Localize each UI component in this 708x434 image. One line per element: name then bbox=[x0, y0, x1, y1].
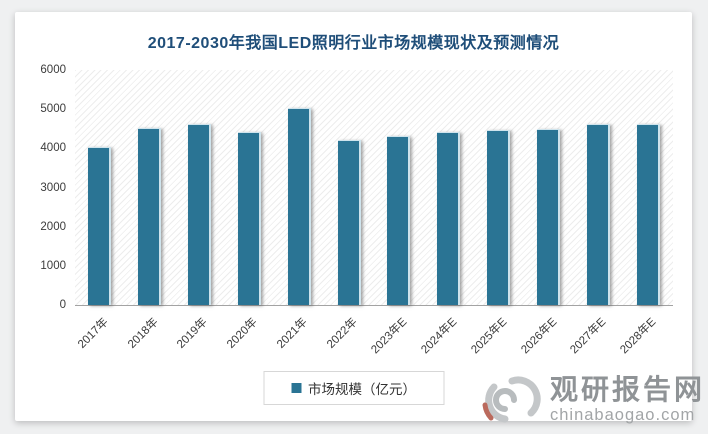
x-tick-label: 2023年E bbox=[369, 316, 410, 357]
legend-swatch-icon bbox=[291, 383, 301, 393]
chart-card: 2017-2030年我国LED照明行业市场规模现状及预测情况 0 1000 2000… bbox=[15, 12, 692, 421]
bar-slot: 2020年 bbox=[224, 70, 274, 351]
bar-2022年 bbox=[337, 139, 361, 305]
bar-2023年E bbox=[387, 135, 411, 305]
x-tick-label: 2028年E bbox=[618, 316, 659, 357]
y-tick-label: 0 bbox=[59, 299, 66, 311]
y-tick-label: 1000 bbox=[40, 259, 66, 272]
bar-2025年E bbox=[487, 129, 511, 305]
x-tick-label: 2019年 bbox=[175, 316, 211, 351]
x-tick-label: 2021年 bbox=[275, 316, 310, 351]
y-tick-label: 6000 bbox=[40, 64, 66, 76]
bar-slot: 2025年E bbox=[469, 70, 524, 356]
bar-2019年 bbox=[188, 123, 212, 305]
bar-slot: 2022年 bbox=[324, 70, 374, 351]
bar-slot: 2023年E bbox=[369, 70, 424, 356]
bar-2028年E bbox=[636, 123, 660, 305]
x-tick-label: 2020年 bbox=[225, 316, 261, 351]
watermark-site-name: 观研报告网 bbox=[549, 374, 705, 406]
bar-slot: 2027年E bbox=[569, 70, 623, 356]
chart-title: 2017-2030年我国LED照明行业市场规模现状及预测情况 bbox=[147, 35, 560, 52]
bars-container: 2017年 2018年 2019年 2020年 2021年 2022年 2023年E 2024… bbox=[75, 70, 673, 356]
legend-label: 市场规模（亿元） bbox=[308, 382, 416, 397]
bar-slot: 2024年E bbox=[419, 70, 474, 356]
y-axis: 0 1000 2000 3000 4000 5000 6000 bbox=[27, 64, 75, 311]
bar-2024年E bbox=[437, 131, 461, 305]
bar-slot: 2017年 bbox=[75, 70, 125, 351]
legend: 市场规模（亿元） bbox=[263, 371, 444, 405]
bar-2021年 bbox=[287, 108, 311, 305]
watermark: 观研报告网 chinabaogao.com bbox=[481, 373, 705, 427]
x-tick-label: 2024年E bbox=[419, 316, 460, 357]
bar-2017年 bbox=[88, 147, 112, 305]
bar-slot: 2019年 bbox=[175, 70, 225, 351]
x-tick-label: 2018年 bbox=[125, 316, 161, 351]
x-tick-label: 2025年E bbox=[469, 316, 510, 357]
y-tick-label: 2000 bbox=[40, 220, 66, 233]
plot-area: 0 1000 2000 3000 4000 5000 6000 2017年 2018年 2019… bbox=[40, 64, 673, 356]
x-tick-label: 2017年 bbox=[75, 316, 111, 351]
x-tick-label: 2027年E bbox=[568, 316, 609, 357]
x-tick-label: 2026年E bbox=[518, 316, 559, 357]
y-tick-label: 5000 bbox=[40, 103, 66, 116]
bar-slot: 2026年E bbox=[519, 70, 573, 356]
watermark-site-url: chinabaogao.com bbox=[549, 405, 696, 424]
bar-2027年E bbox=[586, 123, 610, 305]
watermark-text: 观研报告网 chinabaogao.com bbox=[550, 375, 705, 424]
y-tick-label: 3000 bbox=[40, 181, 66, 194]
y-tick-label: 4000 bbox=[40, 142, 66, 155]
watermark-logo-icon bbox=[482, 376, 541, 423]
x-tick-label: 2022年 bbox=[324, 316, 360, 351]
bar-slot: 2021年 bbox=[274, 70, 324, 351]
bar-slot: 2018年 bbox=[125, 70, 175, 351]
bar-2026年E bbox=[536, 128, 560, 305]
bar-slot: 2028年E bbox=[618, 70, 673, 356]
bar-2020年 bbox=[237, 131, 261, 305]
bar-2018年 bbox=[138, 127, 162, 305]
